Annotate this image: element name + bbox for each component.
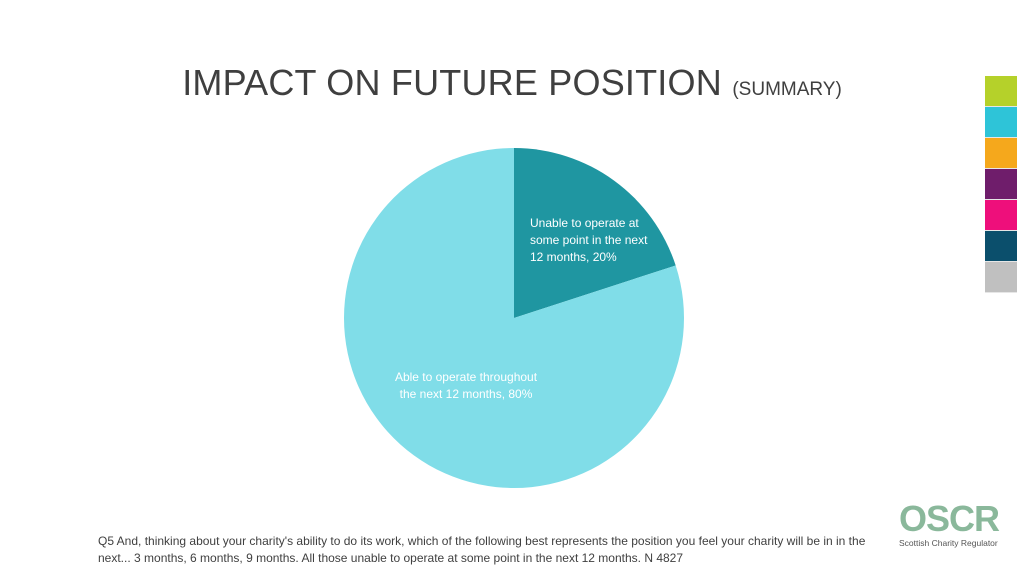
color-swatch [985, 138, 1017, 169]
color-swatch [985, 76, 1017, 107]
logo-tagline: Scottish Charity Regulator [899, 538, 998, 548]
slice-data-label: Unable to operate at some point in the ne… [530, 216, 648, 264]
logo-wordmark: OSCR [899, 498, 1000, 539]
color-swatch [985, 200, 1017, 231]
pie-chart: Unable to operate at some point in the ne… [344, 148, 684, 488]
footnote: Q5 And, thinking about your charity's ab… [98, 534, 866, 565]
color-swatch [985, 169, 1017, 200]
color-swatch [985, 262, 1017, 293]
oscr-logo: OSCR Scottish Charity Regulator [899, 498, 1000, 549]
color-swatch [985, 107, 1017, 138]
slice-data-label: Able to operate throughout the next 12 mo… [395, 370, 538, 401]
pie-slice [344, 148, 684, 488]
chart-title: IMPACT ON FUTURE POSITION (SUMMARY) [0, 62, 1024, 104]
pie-slice [514, 148, 676, 318]
title-main: IMPACT ON FUTURE POSITION [182, 62, 722, 103]
title-subtitle: (SUMMARY) [732, 79, 842, 100]
side-color-bar [985, 76, 1017, 293]
color-swatch [985, 231, 1017, 262]
